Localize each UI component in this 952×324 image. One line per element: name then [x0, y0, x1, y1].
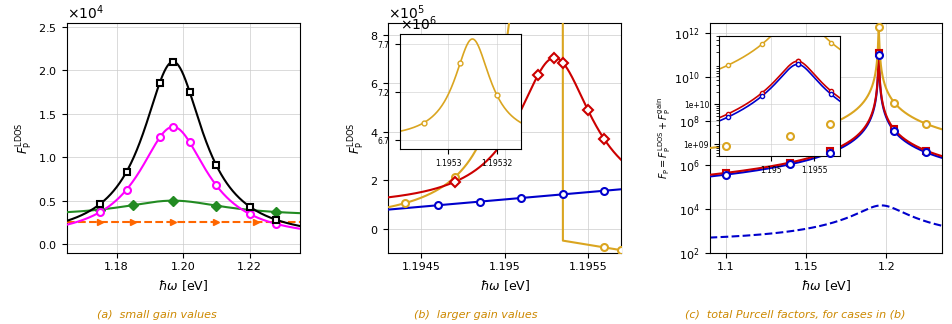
Text: (c)  total Purcell factors, for cases in (b): (c) total Purcell factors, for cases in … [684, 309, 905, 319]
X-axis label: $\hbar\omega$ [eV]: $\hbar\omega$ [eV] [801, 278, 851, 293]
Y-axis label: $F_\mathrm{P}^\mathrm{LDOS}$: $F_\mathrm{P}^\mathrm{LDOS}$ [347, 122, 367, 154]
Y-axis label: $F_\mathrm{P} = F_\mathrm{P}^\mathrm{LDOS} + F_\mathrm{P}^\mathrm{gain}$: $F_\mathrm{P} = F_\mathrm{P}^\mathrm{LDO… [655, 97, 673, 179]
Text: (b)  larger gain values: (b) larger gain values [414, 309, 538, 319]
Y-axis label: $F_\mathrm{P}^\mathrm{LDOS}$: $F_\mathrm{P}^\mathrm{LDOS}$ [15, 122, 35, 154]
X-axis label: $\hbar\omega$ [eV]: $\hbar\omega$ [eV] [158, 278, 208, 293]
Text: (a)  small gain values: (a) small gain values [97, 309, 217, 319]
X-axis label: $\hbar\omega$ [eV]: $\hbar\omega$ [eV] [480, 278, 529, 293]
